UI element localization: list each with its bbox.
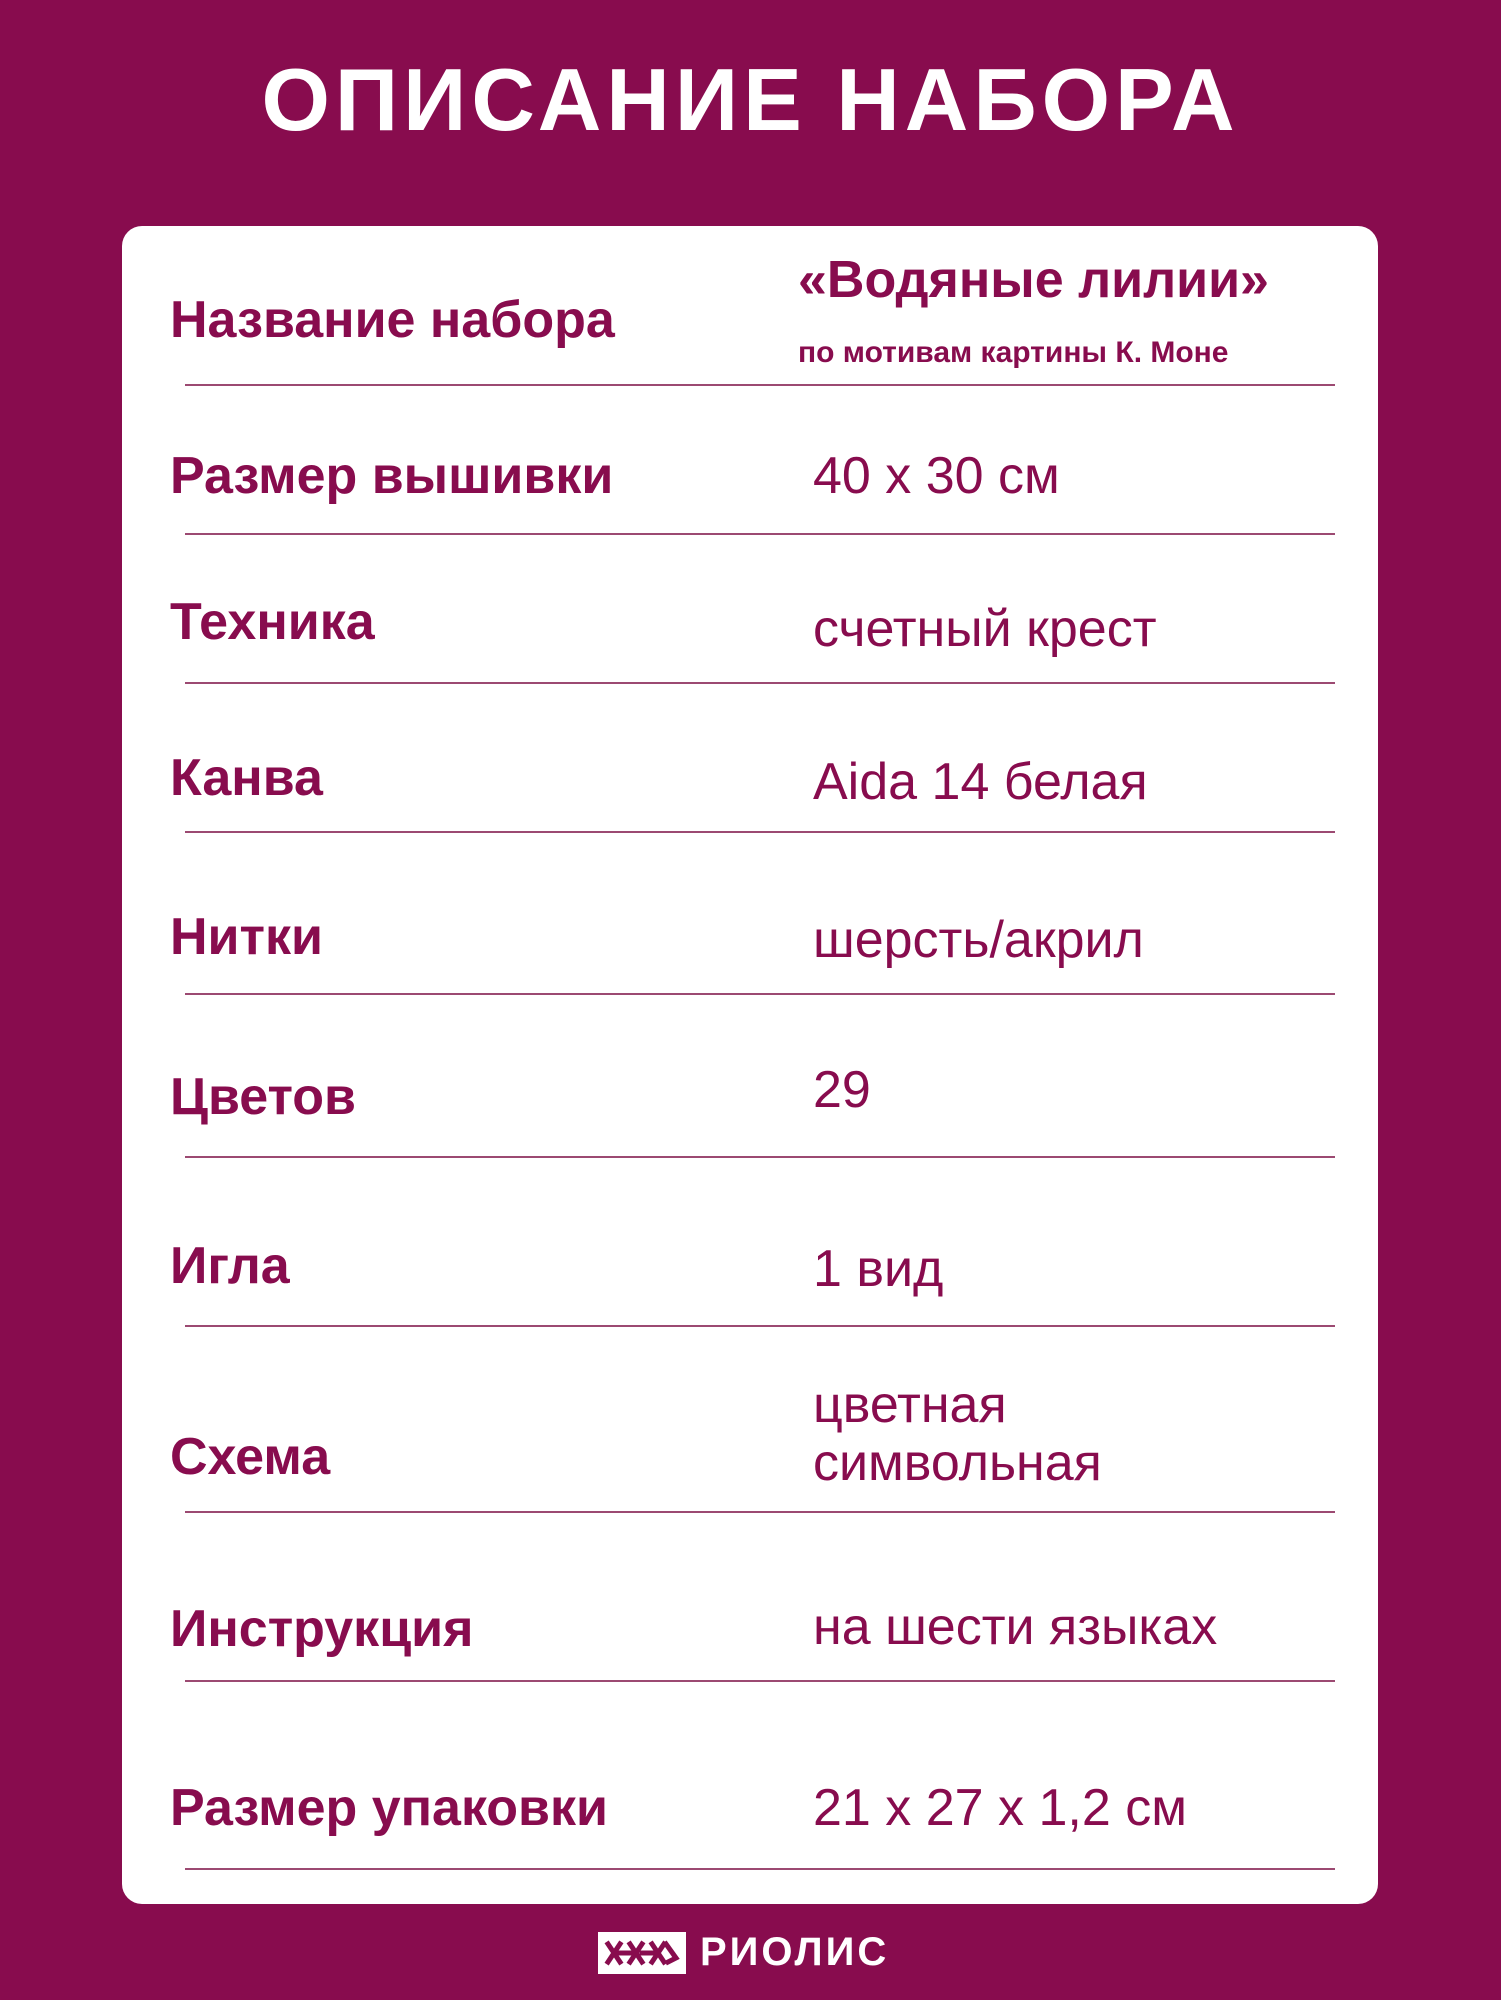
divider (185, 682, 1335, 684)
divider (185, 384, 1335, 386)
row-value-technique: счетный крест (813, 600, 1157, 658)
row-label-name: Название набора (170, 291, 615, 349)
row-value-canvas: Aida 14 белая (813, 753, 1148, 811)
row-label-scheme: Схема (170, 1428, 331, 1486)
riolis-ornament-logo-icon (598, 1931, 686, 1974)
brand-name: РИОЛИС (700, 1930, 890, 1974)
divider (185, 1156, 1335, 1158)
divider (185, 993, 1335, 995)
row-value-size: 40 х 30 см (813, 447, 1060, 505)
row-value-needle: 1 вид (813, 1240, 944, 1298)
row-label-technique: Техника (170, 593, 375, 651)
row-value-name: «Водяные лилии» (798, 251, 1269, 309)
row-label-size: Размер вышивки (170, 447, 614, 505)
divider (185, 1325, 1335, 1327)
row-label-needle: Игла (170, 1237, 290, 1295)
divider (185, 1868, 1335, 1870)
divider (185, 533, 1335, 535)
divider (185, 1680, 1335, 1682)
row-label-threads: Нитки (170, 908, 323, 966)
row-value-instruction: на шести языках (813, 1598, 1218, 1656)
divider (185, 1511, 1335, 1513)
row-value-scheme: цветная (813, 1376, 1007, 1434)
brand-logo: РИОЛИС (598, 1930, 889, 1975)
row-label-package: Размер упаковки (170, 1779, 609, 1837)
divider (185, 831, 1335, 833)
description-card: Название набора «Водяные лилии» по мотив… (122, 226, 1378, 1904)
row-value-scheme-2: символьная (813, 1434, 1102, 1492)
row-label-colors: Цветов (170, 1068, 357, 1126)
row-value-threads: шерсть/акрил (813, 911, 1144, 969)
row-value-package: 21 х 27 х 1,2 см (813, 1779, 1187, 1837)
row-value-colors: 29 (813, 1061, 871, 1119)
page-title: ОПИСАНИЕ НАБОРА (261, 50, 1240, 149)
row-label-instruction: Инструкция (170, 1600, 474, 1658)
row-subvalue-name: по мотивам картины К. Моне (798, 336, 1229, 369)
row-label-canvas: Канва (170, 749, 323, 807)
